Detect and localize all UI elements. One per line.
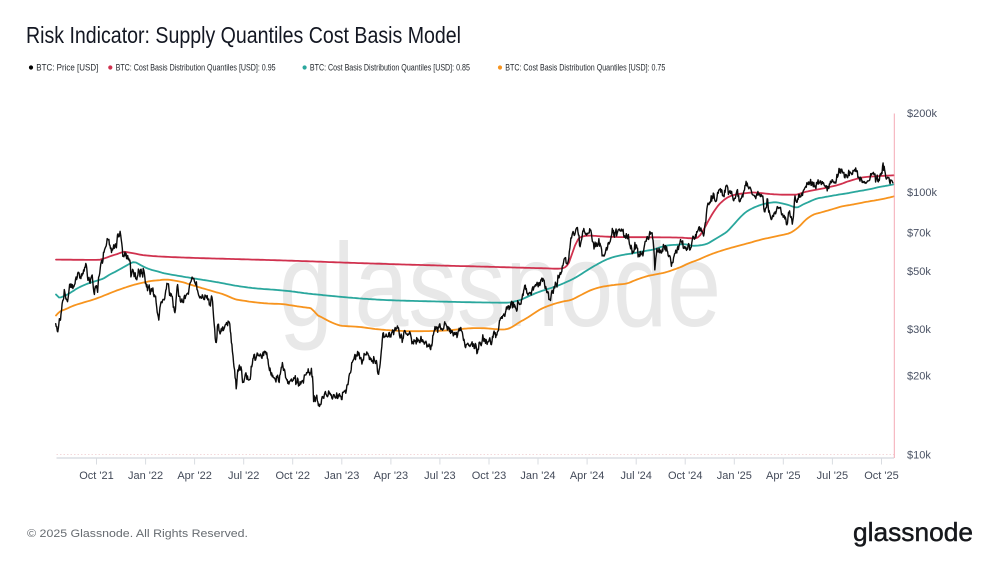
svg-text:Oct '22: Oct '22	[275, 470, 310, 482]
svg-text:Apr '22: Apr '22	[177, 470, 212, 482]
svg-text:glassnode: glassnode	[279, 219, 721, 352]
svg-text:Apr '25: Apr '25	[766, 470, 801, 482]
svg-text:$70k: $70k	[907, 228, 931, 240]
svg-text:$100k: $100k	[907, 187, 937, 199]
svg-text:Jan '24: Jan '24	[520, 470, 555, 482]
svg-text:Jul '24: Jul '24	[620, 470, 651, 482]
svg-text:$20k: $20k	[907, 370, 931, 382]
svg-text:Jan '25: Jan '25	[717, 470, 752, 482]
svg-text:$30k: $30k	[907, 324, 931, 336]
svg-text:glassnode: glassnode	[853, 517, 973, 547]
svg-text:Oct '25: Oct '25	[864, 470, 899, 482]
svg-text:Apr '23: Apr '23	[374, 470, 409, 482]
svg-text:$10k: $10k	[907, 449, 931, 461]
svg-text:Oct '24: Oct '24	[668, 470, 703, 482]
svg-text:Apr '24: Apr '24	[570, 470, 605, 482]
svg-text:Jan '23: Jan '23	[324, 470, 359, 482]
svg-text:Jul '23: Jul '23	[424, 470, 455, 482]
svg-text:BTC: Cost Basis Distribution Q: BTC: Cost Basis Distribution Quantiles […	[310, 63, 470, 73]
svg-text:Jan '22: Jan '22	[128, 470, 163, 482]
svg-text:BTC: Cost Basis Distribution Q: BTC: Cost Basis Distribution Quantiles […	[116, 63, 276, 73]
svg-text:$50k: $50k	[907, 266, 931, 278]
svg-text:$200k: $200k	[907, 108, 937, 120]
svg-text:Jul '25: Jul '25	[817, 470, 848, 482]
svg-text:BTC: Price [USD]: BTC: Price [USD]	[36, 63, 98, 73]
svg-text:© 2025 Glassnode. All Rights R: © 2025 Glassnode. All Rights Reserved.	[27, 528, 248, 540]
svg-text:Risk Indicator: Supply Quantil: Risk Indicator: Supply Quantiles Cost Ba…	[26, 22, 461, 48]
svg-text:Jul '22: Jul '22	[228, 470, 259, 482]
svg-text:Oct '21: Oct '21	[79, 470, 114, 482]
svg-text:BTC: Cost Basis Distribution Q: BTC: Cost Basis Distribution Quantiles […	[505, 63, 665, 73]
svg-text:Oct '23: Oct '23	[472, 470, 507, 482]
